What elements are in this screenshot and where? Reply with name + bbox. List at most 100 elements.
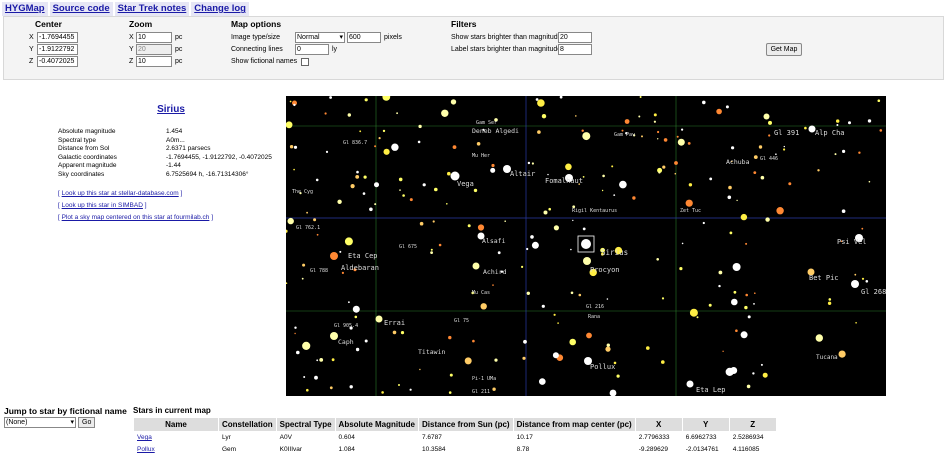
fictional-select[interactable]: (None) ▾ — [4, 417, 76, 428]
nav-hygmap[interactable]: HYGMap — [2, 2, 48, 16]
star-dot — [349, 385, 353, 389]
star-dot — [746, 384, 751, 389]
map-label-achuba: Achuba — [726, 158, 750, 166]
zoom-z-input[interactable]: 10 — [136, 56, 172, 67]
fourmilab-link[interactable]: Plot a sky map centered on this star at … — [61, 214, 210, 221]
star-map[interactable]: Deneb Algedi Altair Vega Fomalhaut Rigil… — [286, 96, 886, 396]
star-dot — [531, 241, 539, 249]
star-dot — [419, 221, 424, 226]
table-cell: Lyr — [222, 434, 231, 441]
nav-star-trek-notes[interactable]: Star Trek notes — [114, 2, 190, 16]
star-dot — [491, 163, 495, 168]
controls-panel: Center X -1.7694455 Y -1.9122792 Z -0.40720… — [3, 16, 944, 80]
star-dot — [702, 221, 705, 225]
star-dot — [418, 124, 422, 129]
star-dot — [836, 124, 839, 126]
lookup-links: [ Look up this star at stellar-database.… — [58, 190, 214, 221]
star-dot — [324, 112, 327, 115]
stellar-database-link[interactable]: Look up this star at stellar-database.co… — [61, 190, 179, 197]
star-dot — [314, 375, 318, 380]
star-dot — [364, 339, 368, 343]
center-x-input[interactable]: -1.7694455 — [37, 32, 78, 43]
map-label-errai: Errai — [384, 319, 405, 327]
star-dot — [861, 277, 865, 280]
map-label-sirius: Sirius — [601, 248, 628, 257]
star-dot — [638, 115, 641, 118]
star-link-vega[interactable]: Vega — [137, 434, 152, 441]
star-dot — [286, 282, 288, 284]
map-label-gl-762-1: Gl 762.1 — [296, 225, 320, 231]
star-dot — [581, 129, 584, 132]
star-dot — [575, 115, 577, 117]
map-label-altair: Altair — [510, 170, 535, 178]
star-dot — [287, 217, 294, 225]
map-label-procyon: Procyon — [590, 266, 620, 274]
info-key: Apparent magnitude — [58, 162, 117, 169]
star-dot — [760, 175, 765, 180]
star-dot — [788, 182, 792, 186]
star-dot — [747, 315, 751, 319]
star-dot — [838, 350, 846, 358]
center-z-input[interactable]: -0.4072025 — [37, 56, 78, 67]
info-key: Galactic coordinates — [58, 153, 117, 161]
star-dot — [868, 180, 871, 183]
star-dot — [722, 350, 724, 352]
map-label-pollux: Pollux — [590, 363, 615, 371]
go-button[interactable]: Go — [78, 417, 96, 428]
zoom-title: Zoom — [129, 19, 153, 29]
star-dot — [296, 350, 300, 355]
star-dot — [572, 219, 574, 222]
star-dot — [753, 155, 758, 159]
star-dot — [768, 134, 771, 137]
get-map-button[interactable]: Get Map — [766, 43, 802, 56]
star-dot — [531, 162, 534, 165]
star-dot — [740, 213, 748, 221]
image-type-select[interactable]: Normal ▾ — [295, 32, 345, 43]
star-dot — [783, 148, 786, 151]
star-link-pollux[interactable]: Pollux — [137, 446, 155, 453]
star-dot — [754, 292, 756, 294]
center-y-input[interactable]: -1.9122792 — [37, 44, 78, 55]
star-dot — [381, 391, 384, 394]
map-label-rigil: Rigil Kentaurus — [572, 208, 617, 214]
lines-input[interactable]: 0 — [295, 44, 329, 55]
fictional-jump-title: Jump to star by fictional name — [4, 406, 127, 416]
star-dot — [613, 194, 616, 196]
star-dot — [619, 180, 627, 189]
zoom-y-input[interactable]: 20 — [136, 44, 172, 55]
simbad-link[interactable]: Look up this star in SIMBAD — [61, 202, 143, 209]
star-dot — [480, 303, 487, 310]
bright-star — [450, 171, 460, 181]
star-dot — [339, 250, 342, 253]
bright-star — [477, 232, 485, 240]
star-dot — [609, 389, 617, 396]
zoom-x-input[interactable]: 10 — [136, 32, 172, 43]
star-dot — [733, 290, 737, 294]
star-dot — [685, 199, 693, 207]
star-dot — [855, 322, 857, 324]
star-dot — [316, 359, 319, 362]
nav-source-code[interactable]: Source code — [49, 2, 113, 16]
star-name[interactable]: Sirius — [157, 104, 185, 115]
image-size-input[interactable]: 600 — [347, 32, 381, 43]
col-distance-center: Distance from map center (pc) — [513, 418, 635, 431]
star-dot — [730, 367, 738, 374]
star-dot — [306, 388, 309, 392]
star-dot — [344, 237, 353, 246]
star-dot — [621, 129, 624, 132]
map-label-gl-75: Gl 75 — [454, 318, 469, 324]
brighter-input[interactable]: 20 — [558, 32, 592, 43]
nav-change-log[interactable]: Change log — [191, 2, 249, 16]
star-dot — [369, 207, 373, 212]
star-dot — [447, 171, 451, 176]
label-magnitude-input[interactable]: 8 — [558, 44, 592, 55]
table-cell: 0.604 — [338, 434, 355, 441]
col-spectral-type: Spectral Type — [276, 418, 335, 431]
star-dot — [446, 203, 448, 205]
star-dot — [354, 315, 358, 319]
fictional-checkbox[interactable] — [301, 57, 310, 66]
star-dot — [688, 183, 693, 187]
bright-star — [686, 380, 694, 388]
star-dot — [732, 263, 741, 271]
star-dot — [553, 313, 556, 316]
